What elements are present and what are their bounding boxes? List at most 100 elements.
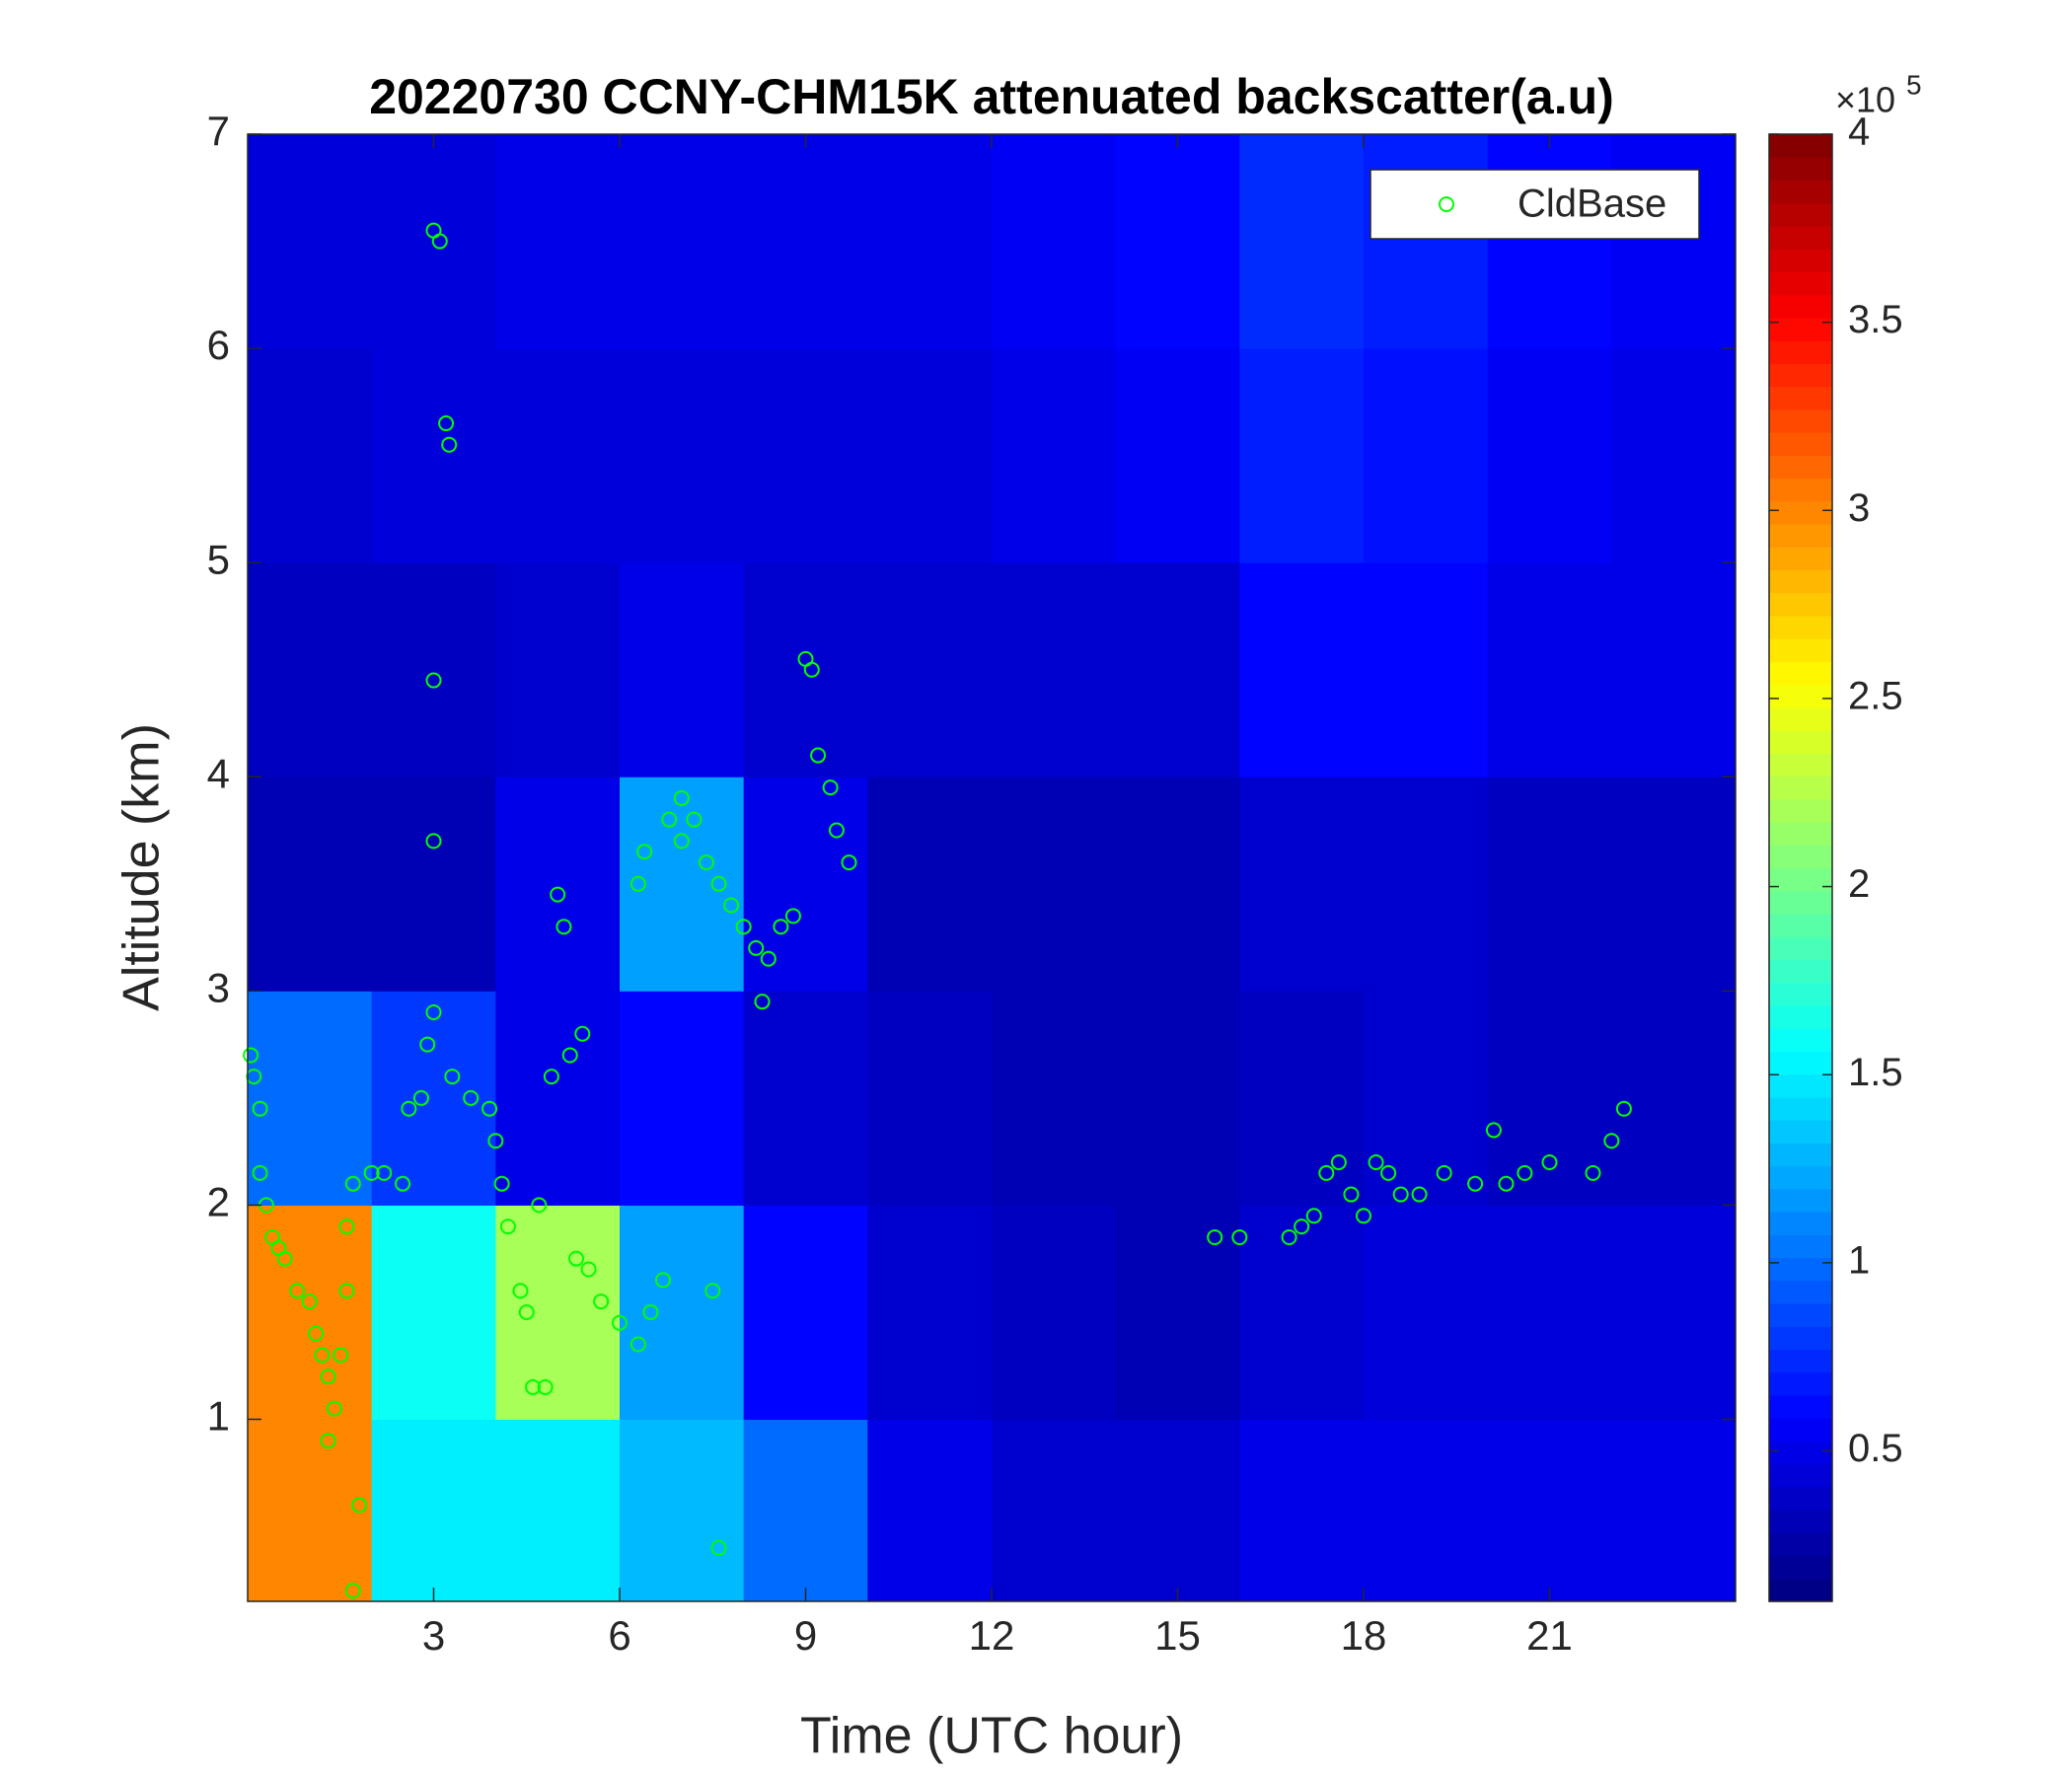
colorbar-step — [1769, 684, 1832, 708]
heatmap-cell — [992, 562, 1117, 777]
y-tick-label: 6 — [207, 322, 230, 368]
cloud-base-marker — [574, 1025, 591, 1042]
cloud-base-marker — [487, 1133, 504, 1149]
heatmap-cell — [371, 562, 496, 777]
colorbar-step — [1769, 1165, 1832, 1190]
colorbar-step — [1769, 1028, 1832, 1052]
cloud-base-marker — [710, 875, 727, 892]
cloud-base-marker — [301, 1294, 318, 1310]
cloud-base-marker — [1585, 1164, 1601, 1181]
heatmap-cell — [371, 991, 496, 1206]
heatmap-cell — [1115, 348, 1240, 563]
cloud-base-marker — [493, 1175, 510, 1192]
heatmap-cell — [1239, 134, 1365, 349]
cloud-base-marker — [252, 1164, 268, 1181]
cloud-base-marker — [555, 919, 572, 935]
colorbar-step — [1769, 1096, 1832, 1121]
cloud-base-marker — [1541, 1153, 1558, 1170]
cloud-base-marker — [314, 1347, 331, 1364]
heatmap-cell — [1487, 991, 1612, 1206]
heatmap-cell — [1115, 1419, 1240, 1602]
heatmap-cell — [620, 134, 745, 349]
cloud-base-marker — [710, 1539, 727, 1556]
cloud-base-marker — [512, 1283, 529, 1299]
heatmap-cell — [743, 1419, 868, 1602]
cloud-base-marker — [1343, 1186, 1360, 1203]
colorbar-step — [1769, 1349, 1832, 1373]
cloud-base-marker — [518, 1303, 535, 1320]
legend-box — [1369, 169, 1700, 240]
cloud-base-marker — [425, 833, 442, 850]
cloud-base-marker — [1305, 1208, 1322, 1224]
colorbar-step — [1769, 1555, 1832, 1580]
colorbar-step — [1769, 432, 1832, 456]
heatmap-cell — [743, 134, 868, 349]
colorbar-step — [1769, 180, 1832, 204]
heatmap-cell — [1115, 134, 1240, 349]
heatmap-cell — [371, 1419, 496, 1602]
colorbar-step — [1769, 776, 1832, 800]
cloud-base-marker — [525, 1378, 542, 1395]
colorbar-step — [1769, 959, 1832, 984]
heatmap-cell — [1115, 1205, 1240, 1420]
heatmap-cell — [1115, 991, 1240, 1206]
heatmap-cell — [495, 777, 621, 992]
cloud-base-marker — [441, 436, 458, 453]
heatmap-cell — [1364, 1419, 1489, 1602]
colorbar-step — [1769, 225, 1832, 250]
colorbar-step — [1769, 1532, 1832, 1557]
cloud-base-marker — [308, 1325, 325, 1342]
heatmap-cell — [743, 1205, 868, 1420]
cloud-base-marker — [419, 1036, 436, 1053]
colorbar-multiplier: ×10 — [1835, 80, 1895, 120]
y-tick-label: 1 — [207, 1393, 230, 1440]
colorbar-step — [1769, 249, 1832, 273]
cloud-base-marker — [784, 908, 801, 925]
heatmap-cell — [495, 562, 621, 777]
cloud-base-marker — [612, 1314, 628, 1331]
colorbar-tick-label: 1 — [1848, 1238, 1870, 1282]
cloud-base-marker — [686, 811, 703, 828]
heatmap-cell — [620, 991, 745, 1206]
cloud-base-marker — [320, 1433, 336, 1449]
heatmap-cell — [1115, 777, 1240, 992]
colorbar-step — [1769, 615, 1832, 639]
colorbar-step — [1769, 1004, 1832, 1029]
y-tick-label: 4 — [207, 750, 230, 796]
chart-title: 20220730 CCNY-CHM15K attenuated backscat… — [369, 69, 1614, 124]
colorbar-step — [1769, 845, 1832, 869]
cloud-base-marker — [1603, 1133, 1620, 1149]
y-tick-label: 3 — [207, 964, 230, 1010]
cloud-base-marker — [276, 1250, 293, 1267]
heatmap-cell — [620, 562, 745, 777]
heatmap-cell — [867, 1205, 993, 1420]
colorbar-step — [1769, 157, 1832, 182]
heatmap-cell — [1239, 1419, 1365, 1602]
heatmap-cell — [248, 1205, 373, 1420]
cloud-base-marker — [363, 1164, 380, 1181]
scatter-series — [243, 222, 1632, 1599]
heatmap-cell — [1239, 991, 1365, 1206]
heatmap-cell — [248, 348, 373, 563]
heatmap-cell — [1364, 991, 1489, 1206]
colorbar-step — [1769, 890, 1832, 915]
heatmap-cell — [867, 1419, 993, 1602]
cloud-base-marker — [841, 854, 857, 871]
cloud-base-marker — [444, 1069, 461, 1085]
cloud-base-marker — [654, 1272, 671, 1289]
heatmap-cell — [248, 777, 373, 992]
cloud-base-marker — [499, 1219, 516, 1235]
colorbar-step — [1769, 523, 1832, 548]
cloud-base-marker — [431, 233, 448, 250]
cloud-base-marker — [1330, 1153, 1347, 1170]
heatmap-cell — [1487, 348, 1612, 563]
heatmap-cell — [1611, 777, 1737, 992]
heatmap-cell — [992, 991, 1117, 1206]
cloud-base-marker — [326, 1400, 342, 1417]
heatmap-cell — [1239, 1205, 1365, 1420]
heatmap-cell — [1239, 562, 1365, 777]
cloud-base-marker — [395, 1175, 411, 1192]
colorbar-step — [1769, 1257, 1832, 1282]
heatmap-cell — [867, 777, 993, 992]
colorbar-step — [1769, 936, 1832, 961]
